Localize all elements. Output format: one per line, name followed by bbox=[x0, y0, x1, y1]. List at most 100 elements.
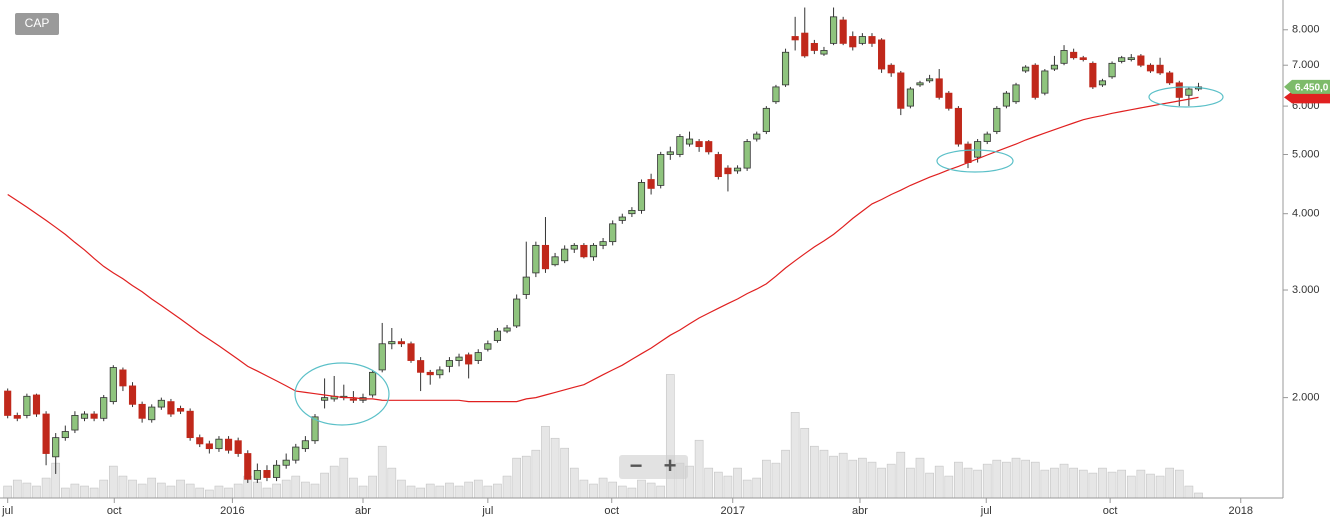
volume-bar bbox=[205, 489, 214, 499]
candle-body bbox=[810, 42, 818, 51]
candle-body bbox=[100, 397, 108, 419]
volume-bar bbox=[108, 465, 118, 499]
candle-body bbox=[176, 408, 185, 412]
volume-bar bbox=[915, 457, 925, 499]
last-price-tag bbox=[1284, 79, 1330, 94]
volume-bar bbox=[896, 451, 906, 499]
volume-bar bbox=[214, 485, 224, 499]
volume-bar bbox=[253, 481, 262, 499]
volume-bar bbox=[166, 485, 176, 499]
volume-bar bbox=[829, 455, 838, 499]
volume-bar bbox=[1146, 473, 1155, 499]
candle-body bbox=[637, 182, 646, 211]
candle-body bbox=[609, 223, 617, 243]
annotation-circle bbox=[294, 362, 390, 426]
volume-bar bbox=[387, 467, 397, 499]
candle-body bbox=[743, 141, 751, 169]
volume-bar bbox=[656, 485, 666, 499]
x-tick-label: oct bbox=[604, 505, 619, 517]
volume-bar bbox=[1069, 467, 1078, 499]
candle-body bbox=[705, 141, 713, 153]
candle-body bbox=[1166, 72, 1174, 84]
x-tick-label: 2016 bbox=[220, 505, 244, 517]
candle-body bbox=[1146, 64, 1155, 72]
candle-body bbox=[186, 410, 194, 439]
candle-body bbox=[628, 209, 636, 215]
volume-bar bbox=[445, 482, 454, 499]
candle-body bbox=[1050, 64, 1059, 70]
volume-bar bbox=[906, 467, 915, 499]
volume-bar bbox=[867, 461, 877, 499]
candle-body bbox=[465, 354, 473, 365]
candle-body bbox=[128, 385, 137, 405]
volume-bar bbox=[3, 485, 13, 499]
candle-body bbox=[1012, 84, 1020, 103]
candle-body bbox=[407, 343, 415, 361]
volume-bar bbox=[521, 455, 531, 499]
volume-bar bbox=[1088, 472, 1098, 499]
volume-bar bbox=[195, 487, 205, 499]
x-tick-label: 2017 bbox=[720, 505, 744, 517]
candle-body bbox=[119, 369, 127, 387]
y-tick-label: 5.000 bbox=[1292, 148, 1320, 160]
volume-bar bbox=[838, 452, 848, 499]
ma-price-tag bbox=[1284, 91, 1330, 104]
zoom-out-button[interactable]: − bbox=[630, 453, 643, 478]
candle-body bbox=[138, 403, 146, 419]
candle-body bbox=[820, 50, 828, 55]
candle-body bbox=[993, 107, 1001, 133]
volume-bar bbox=[541, 425, 550, 499]
candle-body bbox=[532, 244, 540, 274]
candle-body bbox=[167, 401, 175, 415]
volume-bar bbox=[569, 467, 579, 499]
volume-bar bbox=[262, 487, 272, 499]
x-tick-label: abr bbox=[852, 505, 868, 517]
y-tick-label: 8.000 bbox=[1292, 24, 1320, 36]
volume-bar bbox=[858, 457, 867, 499]
candle-body bbox=[493, 330, 502, 341]
volume-bar bbox=[406, 485, 416, 499]
zoom-panel bbox=[619, 455, 688, 479]
candle-body bbox=[513, 298, 521, 327]
volume-bar bbox=[339, 457, 349, 499]
candle-body bbox=[253, 470, 261, 480]
candle-body bbox=[685, 138, 694, 145]
volume-bar bbox=[12, 479, 22, 499]
volume-bar bbox=[925, 472, 934, 499]
candle-body bbox=[349, 398, 357, 401]
candle-body bbox=[205, 443, 213, 450]
candle-body bbox=[292, 446, 300, 461]
candle-body bbox=[378, 343, 386, 371]
zoom-in-button[interactable]: + bbox=[664, 453, 677, 478]
candle-body bbox=[1185, 88, 1193, 96]
candle-body bbox=[733, 167, 742, 172]
candle-body bbox=[1118, 57, 1126, 62]
candle-body bbox=[1079, 57, 1087, 60]
volume-bar bbox=[1098, 467, 1107, 499]
volume-bar bbox=[992, 459, 1002, 499]
candle-body bbox=[897, 72, 905, 109]
volume-bar bbox=[1194, 492, 1203, 499]
volume-bar bbox=[1184, 485, 1194, 499]
volume-bar bbox=[128, 479, 137, 499]
volume-bar bbox=[329, 465, 339, 499]
volume-bar bbox=[589, 483, 598, 499]
volume-bar bbox=[646, 482, 656, 499]
candle-body bbox=[801, 32, 809, 57]
candle-body bbox=[71, 415, 79, 431]
candle-body bbox=[109, 367, 117, 403]
volume-bar bbox=[781, 449, 790, 499]
candle-body bbox=[455, 356, 463, 361]
candle-body bbox=[224, 438, 233, 451]
volume-bar bbox=[1107, 471, 1117, 499]
volume-bar bbox=[483, 485, 493, 499]
candle-body bbox=[839, 19, 847, 44]
candle-body bbox=[858, 36, 866, 44]
volume-bar bbox=[762, 459, 771, 499]
volume-bar bbox=[493, 483, 502, 499]
volume-bar bbox=[934, 465, 944, 499]
candle-body bbox=[13, 415, 21, 419]
candle-body bbox=[618, 216, 626, 221]
volume-bar bbox=[301, 481, 310, 499]
candle-body bbox=[695, 141, 703, 148]
